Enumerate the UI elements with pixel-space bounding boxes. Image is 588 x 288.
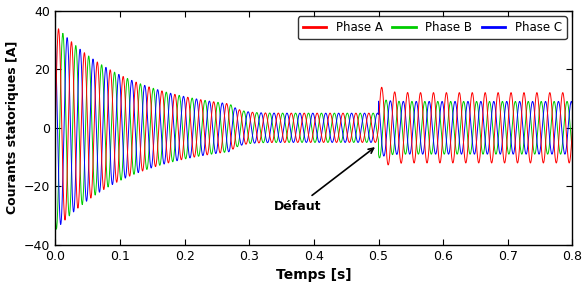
Phase A xyxy=(278,124,285,128)
Phase B xyxy=(125,81,132,85)
Phase A xyxy=(569,126,576,130)
Phase C xyxy=(312,124,319,127)
Phase A xyxy=(55,27,62,31)
Phase C xyxy=(272,115,279,119)
Phase B xyxy=(53,228,60,231)
Phase A xyxy=(155,136,162,139)
Phase B xyxy=(569,149,576,152)
Phase B xyxy=(312,140,319,143)
Phase C xyxy=(125,131,132,134)
Phase C xyxy=(52,37,59,41)
Phase C xyxy=(64,36,71,39)
Phase A xyxy=(62,218,69,222)
Phase A xyxy=(52,126,59,130)
Phase A xyxy=(312,115,319,118)
Phase A xyxy=(404,91,411,94)
Line: Phase C: Phase C xyxy=(55,38,573,224)
Phase C xyxy=(278,140,285,143)
Phase B xyxy=(278,114,285,118)
Line: Phase B: Phase B xyxy=(55,33,573,229)
Line: Phase A: Phase A xyxy=(55,29,573,220)
Phase C xyxy=(404,136,411,140)
Phase B xyxy=(155,153,162,157)
X-axis label: Temps [s]: Temps [s] xyxy=(276,268,352,283)
Phase B xyxy=(52,215,59,218)
Phase A xyxy=(125,166,132,169)
Legend: Phase A, Phase B, Phase C: Phase A, Phase B, Phase C xyxy=(298,16,567,39)
Phase B xyxy=(59,32,66,35)
Phase B xyxy=(272,140,279,144)
Text: Défaut: Défaut xyxy=(274,148,373,213)
Phase C xyxy=(57,223,64,226)
Phase C xyxy=(155,90,162,93)
Phase B xyxy=(404,142,411,145)
Phase C xyxy=(569,103,576,107)
Y-axis label: Courants statoriques [A]: Courants statoriques [A] xyxy=(5,41,19,215)
Phase A xyxy=(272,122,279,126)
